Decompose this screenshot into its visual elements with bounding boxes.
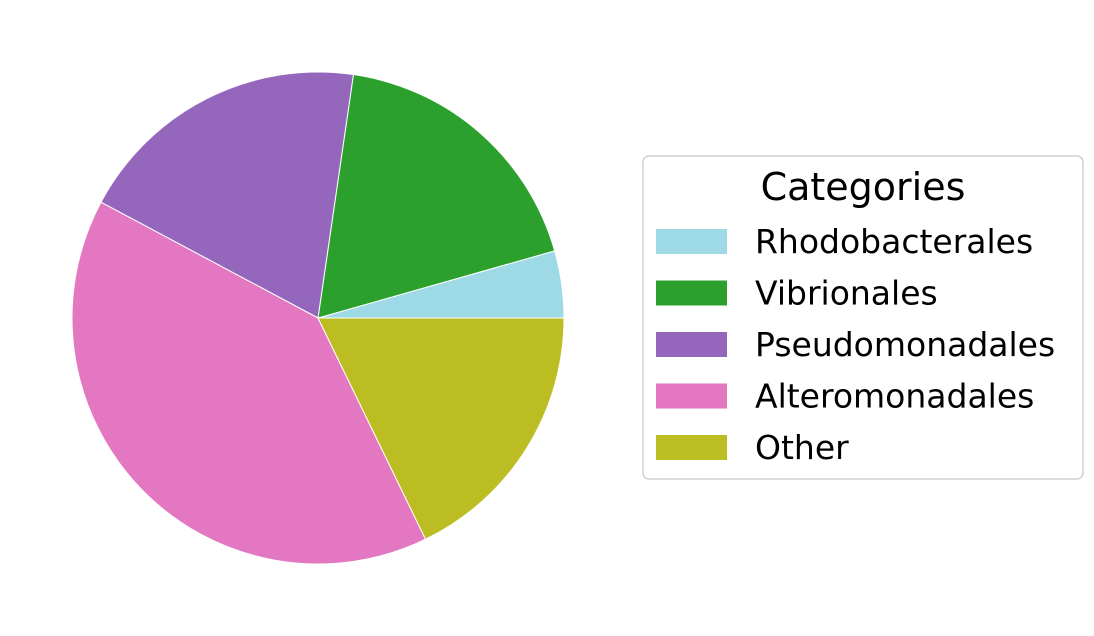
legend-label-pseudomonadales: Pseudomonadales [755,325,1055,364]
legend-frame [642,155,1084,480]
legend-swatch-other [656,435,727,460]
legend-label-vibrionales: Vibrionales [755,274,938,313]
pie-slice-alteromonadales [71,201,427,565]
legend-label-alteromonadales: Alteromonadales [755,377,1034,416]
legend-label-other: Other [755,428,849,467]
pie-slices [71,71,565,565]
legend-swatch-rhodobacterales [656,229,727,254]
legend-title: Categories [761,165,966,209]
legend-swatch-pseudomonadales [656,332,727,357]
legend-label-rhodobacterales: Rhodobacterales [755,222,1033,261]
legend-swatch-vibrionales [656,280,727,306]
legend: Categories Rhodobacterales Vibrionales Pse… [642,155,1084,480]
pie-slice-vibrionales [317,73,556,319]
pie-slice-pseudomonadales [100,71,354,319]
legend-items: Rhodobacterales Vibrionales Pseudomonadale… [656,222,1055,467]
legend-swatch-alteromonadales [656,383,727,409]
pie-slice-other [317,317,565,540]
